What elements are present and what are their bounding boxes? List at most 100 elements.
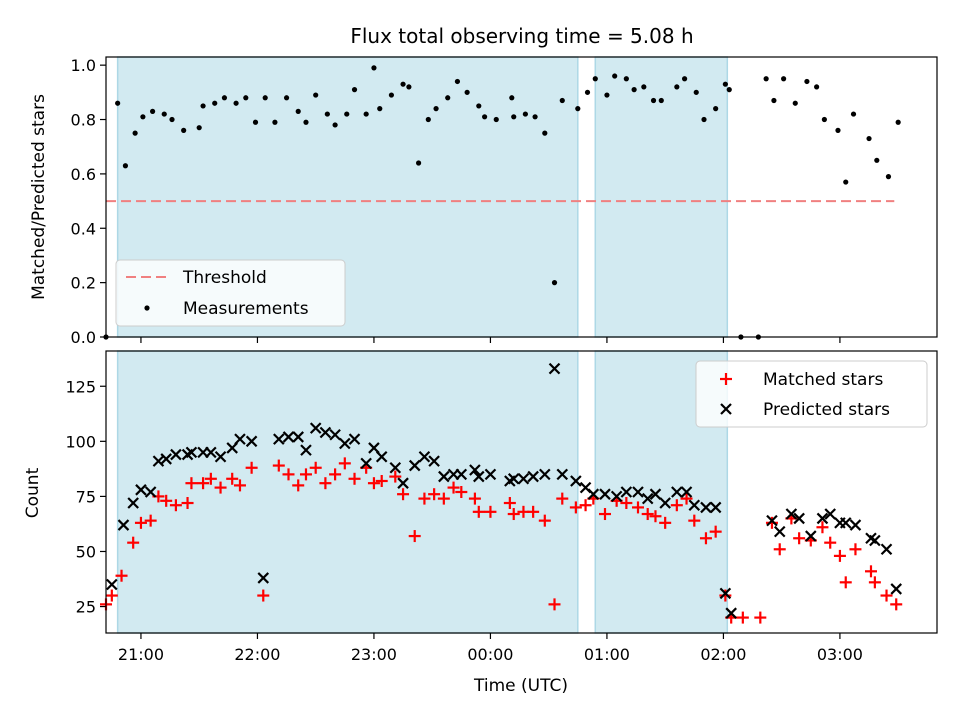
- measurement-point: [406, 84, 412, 90]
- matched-star-marker: [329, 468, 342, 481]
- measurement-point: [115, 100, 121, 106]
- measurement-point: [866, 135, 872, 142]
- measurement-point: [781, 76, 787, 82]
- measurement-point: [351, 87, 358, 93]
- predicted-star-marker: [620, 486, 633, 498]
- predicted-star-marker: [680, 486, 693, 498]
- predicted-star-marker: [418, 450, 431, 463]
- matched-star-marker: [319, 477, 332, 490]
- measurement-point: [161, 111, 167, 117]
- measurement-point: [140, 114, 146, 120]
- y-tick-label-bottom: 75: [76, 487, 96, 506]
- predicted-star-marker: [700, 501, 712, 514]
- predicted-star-marker: [245, 435, 258, 448]
- measurement-point: [482, 114, 488, 120]
- x-tick-label: 01:00: [584, 645, 630, 664]
- matched-star-marker: [115, 569, 128, 582]
- predicted-star-marker: [599, 488, 611, 500]
- matched-star-marker: [890, 598, 903, 611]
- predicted-star-marker: [805, 530, 817, 542]
- measurement-point: [575, 106, 581, 112]
- matched-star-marker: [793, 532, 806, 545]
- y-axis-label-bottom: Count: [23, 467, 43, 518]
- matched-star-marker: [181, 497, 194, 510]
- measurement-point: [509, 95, 515, 101]
- plot-frame-top: [105, 56, 938, 338]
- matched-star-marker: [548, 598, 561, 611]
- predicted-star-marker: [234, 433, 246, 445]
- predicted-star-marker: [649, 488, 662, 500]
- predicted-star-marker: [339, 437, 351, 450]
- predicted-star-marker: [556, 468, 569, 481]
- matched-star-marker: [197, 477, 210, 490]
- measurement-point: [169, 116, 175, 123]
- observing-windows-bottom: [116, 350, 729, 634]
- predicted-star-marker: [725, 607, 737, 619]
- x-axis-ticks-top: [140, 337, 841, 343]
- measurement-point: [313, 92, 319, 98]
- predicted-star-marker: [375, 450, 388, 463]
- measurement-point: [584, 89, 591, 95]
- measurement-point: [681, 76, 688, 82]
- predicted-star-marker: [610, 490, 623, 503]
- measurement-point: [272, 119, 278, 125]
- predicted-star-marker: [719, 587, 732, 600]
- y-axis-ticks-top: 0.0 0.2 0.4 0.6 0.8 1.0: [71, 56, 106, 347]
- predicted-star-marker: [793, 512, 805, 525]
- matched-star-marker: [880, 589, 893, 602]
- matched-star-marker: [641, 508, 654, 521]
- predicted-star-marker: [329, 428, 341, 441]
- measurement-point: [693, 89, 699, 95]
- predicted-star-marker: [389, 461, 402, 474]
- measurement-point: [874, 157, 880, 163]
- matched-star-marker: [670, 499, 683, 512]
- legend-threshold-label: Threshold: [182, 268, 267, 288]
- matched-star-marker: [169, 499, 182, 512]
- measurement-point: [181, 127, 187, 133]
- measurement-point: [792, 100, 798, 106]
- measurement-point: [400, 81, 406, 87]
- predicted-star-marker: [880, 543, 893, 556]
- measurement-point: [196, 125, 202, 131]
- matched-star-marker: [375, 474, 388, 487]
- measurement-point: [445, 95, 451, 101]
- measurement-point: [363, 111, 369, 117]
- measurement-point: [559, 97, 565, 104]
- matched-star-marker: [773, 543, 786, 556]
- predicted-star-marker: [570, 475, 582, 487]
- predicted-star-marker: [527, 470, 539, 483]
- measurement-point: [122, 163, 129, 169]
- matched-star-marker: [839, 576, 852, 589]
- predicted-star-marker: [170, 448, 182, 461]
- measurement-point: [303, 119, 309, 125]
- matched-star-marker: [849, 543, 862, 556]
- predicted-star-marker: [309, 422, 322, 434]
- y-tick-label-bottom: 125: [65, 377, 96, 396]
- measurement-point: [885, 174, 892, 180]
- measurement-point: [464, 89, 470, 95]
- matched-star-marker: [134, 516, 147, 529]
- predicted-star-marker: [117, 519, 130, 531]
- matched-star-marker: [447, 481, 460, 494]
- matched-star-marker: [245, 461, 258, 474]
- measurement-point: [243, 95, 249, 101]
- measurement-point: [771, 97, 777, 104]
- legend-measurement-swatch: [144, 305, 150, 311]
- matched-star-marker: [699, 532, 712, 545]
- measurement-point: [388, 92, 395, 98]
- matched-star-marker: [455, 486, 468, 498]
- observing-window-top-2: [594, 56, 729, 338]
- predicted-star-marker: [144, 486, 157, 498]
- matched-star-marker: [507, 508, 520, 521]
- legend-frame-bottom: [695, 360, 928, 428]
- measurement-point: [377, 106, 383, 112]
- predicted-star-marker: [300, 444, 312, 456]
- matched-star-marker: [709, 525, 722, 538]
- measurement-point: [658, 97, 664, 104]
- y-axis-ticks-bottom: 25 50 75 100 125: [65, 377, 106, 617]
- matched-star-marker: [868, 576, 881, 589]
- predicted-star-marker: [632, 486, 644, 498]
- predicted-star-marker: [869, 534, 881, 547]
- predicted-star-marker: [773, 525, 786, 538]
